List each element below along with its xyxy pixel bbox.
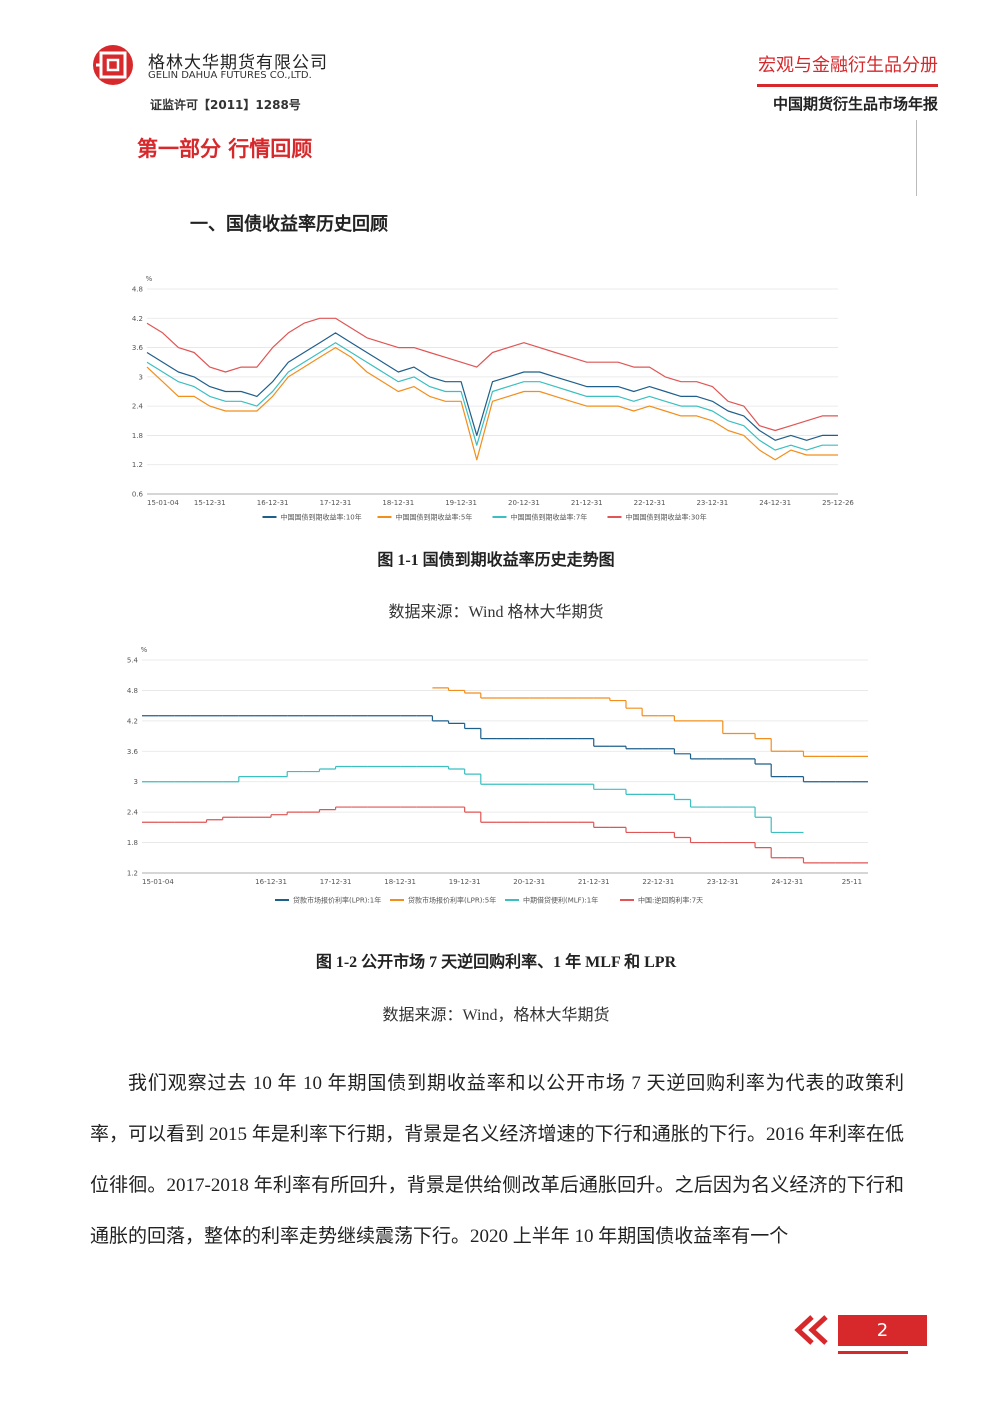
y-tick-label: 3.6: [127, 748, 139, 756]
legend-label: 贷款市场报价利率(LPR):5年: [408, 896, 496, 905]
x-tick-label: 21-12-31: [571, 499, 603, 507]
section-subtitle: 一、国债收益率历史回顾: [190, 214, 388, 235]
legend-label: 中国国债到期收益率:7年: [511, 513, 588, 522]
y-tick-label: 1.8: [132, 432, 143, 440]
logo: [93, 45, 133, 85]
x-tick-label: 20-12-31: [508, 499, 540, 507]
x-tick-label: 17-12-31: [320, 878, 352, 886]
series-line: [146, 347, 838, 461]
license: 证监许可【2011】1288号: [150, 98, 301, 112]
y-tick-label: 1.2: [132, 461, 143, 469]
x-tick-label: 23-12-31: [696, 499, 728, 507]
company-name: 格林大华期货有限公司: [148, 53, 328, 73]
x-tick-label: 24-12-31: [759, 499, 791, 507]
x-tick-label: 19-12-31: [445, 499, 477, 507]
y-tick-label: 4.2: [127, 717, 138, 725]
charts: 0.6 1.2 1.8 2.4 3 3.6 4.2 4.8% 15-01-04 15-12-31 1…: [127, 275, 868, 905]
header-rule: [757, 84, 938, 87]
y-tick-label: 3: [139, 373, 143, 381]
legend-label: 中期借贷便利(MLF):1年: [523, 896, 598, 905]
series-line: [146, 342, 838, 451]
x-tick-label: 17-12-31: [320, 499, 352, 507]
x-tick-label: 22-12-31: [634, 499, 666, 507]
x-tick-label: 15-01-04: [142, 878, 174, 886]
x-tick-label: 15-01-04: [147, 499, 179, 507]
figure-source: 数据来源：Wind 格林大华期货: [388, 604, 604, 621]
x-tick-label: 23-12-31: [707, 878, 739, 886]
y-tick-label: 4.8: [127, 687, 138, 695]
x-tick-label: 18-12-31: [382, 499, 414, 507]
footer-chevrons: [794, 1315, 828, 1345]
y-tick-label: 4.2: [132, 315, 143, 323]
footer-rule: [838, 1351, 908, 1354]
page-number: 2: [838, 1315, 927, 1346]
y-tick-label: 1.8: [127, 839, 138, 847]
body-paragraph: 我们观察过去 10 年 10 年期国债到期收益率和以公开市场 7 天逆回购利率为…: [90, 1073, 904, 1247]
series-line: [146, 317, 838, 432]
y-tick-label: 2.4: [132, 403, 144, 411]
legend-label: 中国国债到期收益率:30年: [626, 513, 707, 522]
report-title: 中国期货衍生品市场年报: [772, 95, 938, 113]
y-tick-label: 3: [134, 778, 138, 786]
x-tick-label: 20-12-31: [513, 878, 545, 886]
y-tick-label: 1.2: [127, 870, 138, 878]
x-tick-label: 18-12-31: [384, 878, 416, 886]
y-tick-label: 2.4: [127, 809, 139, 817]
series-line: [146, 332, 838, 441]
side-rule: [916, 120, 917, 196]
x-tick-label: 22-12-31: [642, 878, 674, 886]
y-unit: %: [141, 646, 148, 654]
legend-label: 中国国债到期收益率:5年: [396, 513, 473, 522]
x-tick-label: 21-12-31: [578, 878, 610, 886]
y-unit: %: [146, 275, 153, 283]
x-tick-label: 25-12-26: [822, 499, 854, 507]
figure-caption: 图 1-1 国债到期收益率历史走势图: [377, 552, 615, 569]
x-tick-label: 24-12-31: [771, 878, 803, 886]
y-tick-label: 5.4: [127, 657, 139, 665]
x-tick-label: 16-12-31: [255, 878, 287, 886]
legend-label: 中国:逆回购利率:7天: [638, 896, 703, 905]
y-tick-label: 3.6: [132, 344, 144, 352]
figure-caption: 图 1-2 公开市场 7 天逆回购利率、1 年 MLF 和 LPR: [315, 954, 677, 971]
volume-title: 宏观与金融衍生品分册: [758, 55, 938, 76]
x-tick-label: 16-12-31: [257, 499, 289, 507]
legend-label: 中国国债到期收益率:10年: [281, 513, 362, 522]
figure-source: 数据来源：Wind，格林大华期货: [382, 1007, 610, 1024]
y-tick-label: 4.8: [132, 286, 143, 294]
company-name-en: GELIN DAHUA FUTURES CO.,LTD.: [148, 70, 312, 81]
y-tick-label: 0.6: [132, 491, 144, 499]
section-title: 第一部分 行情回顾: [137, 137, 313, 161]
x-tick-label: 25-11: [842, 878, 862, 886]
legend-label: 贷款市场报价利率(LPR):1年: [293, 896, 381, 905]
x-tick-label: 15-12-31: [194, 499, 226, 507]
x-tick-label: 19-12-31: [449, 878, 481, 886]
